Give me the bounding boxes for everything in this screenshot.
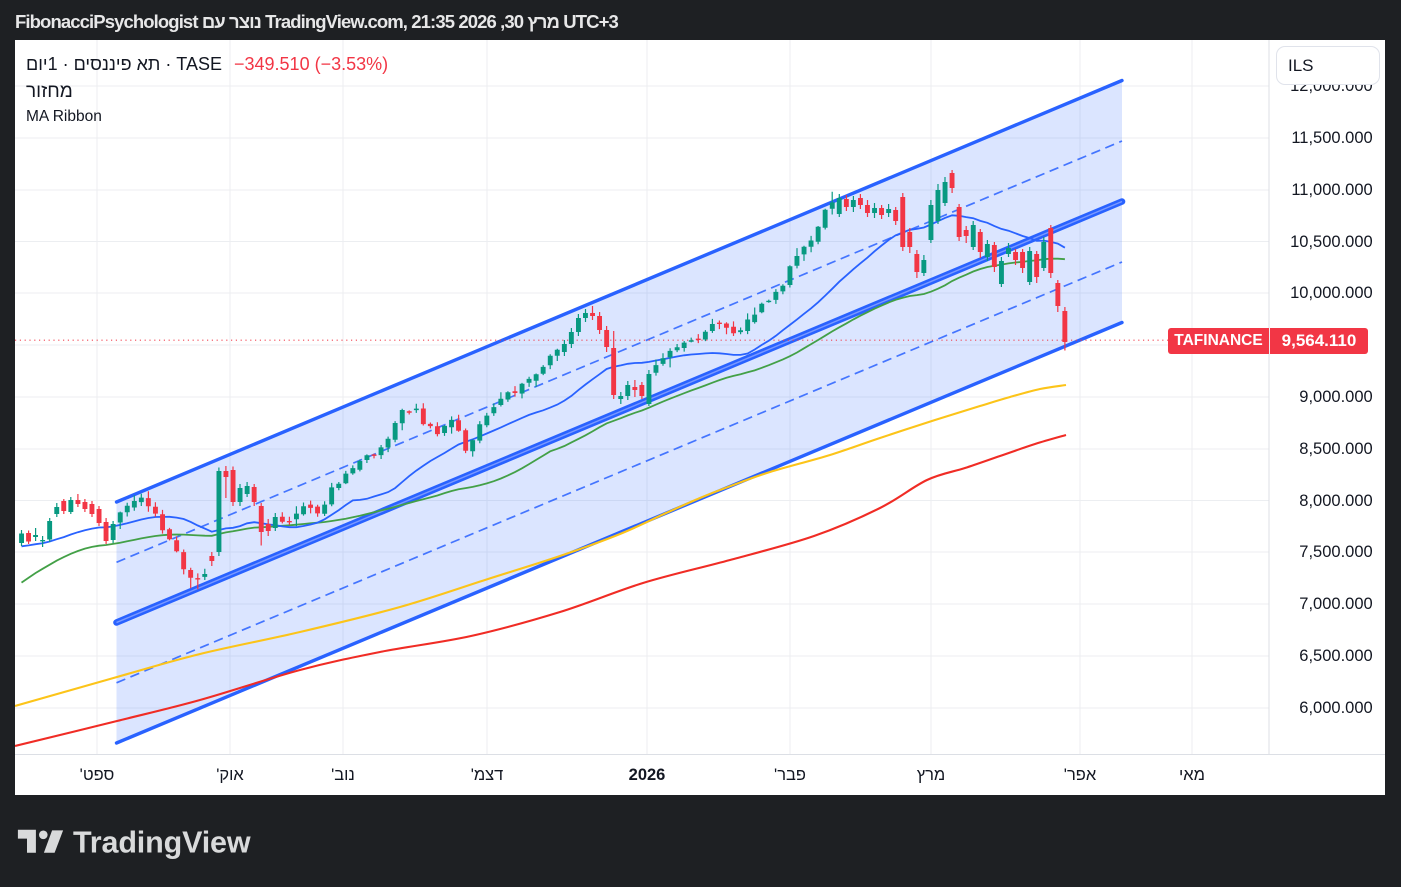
svg-text:TradingView: TradingView	[73, 825, 251, 859]
